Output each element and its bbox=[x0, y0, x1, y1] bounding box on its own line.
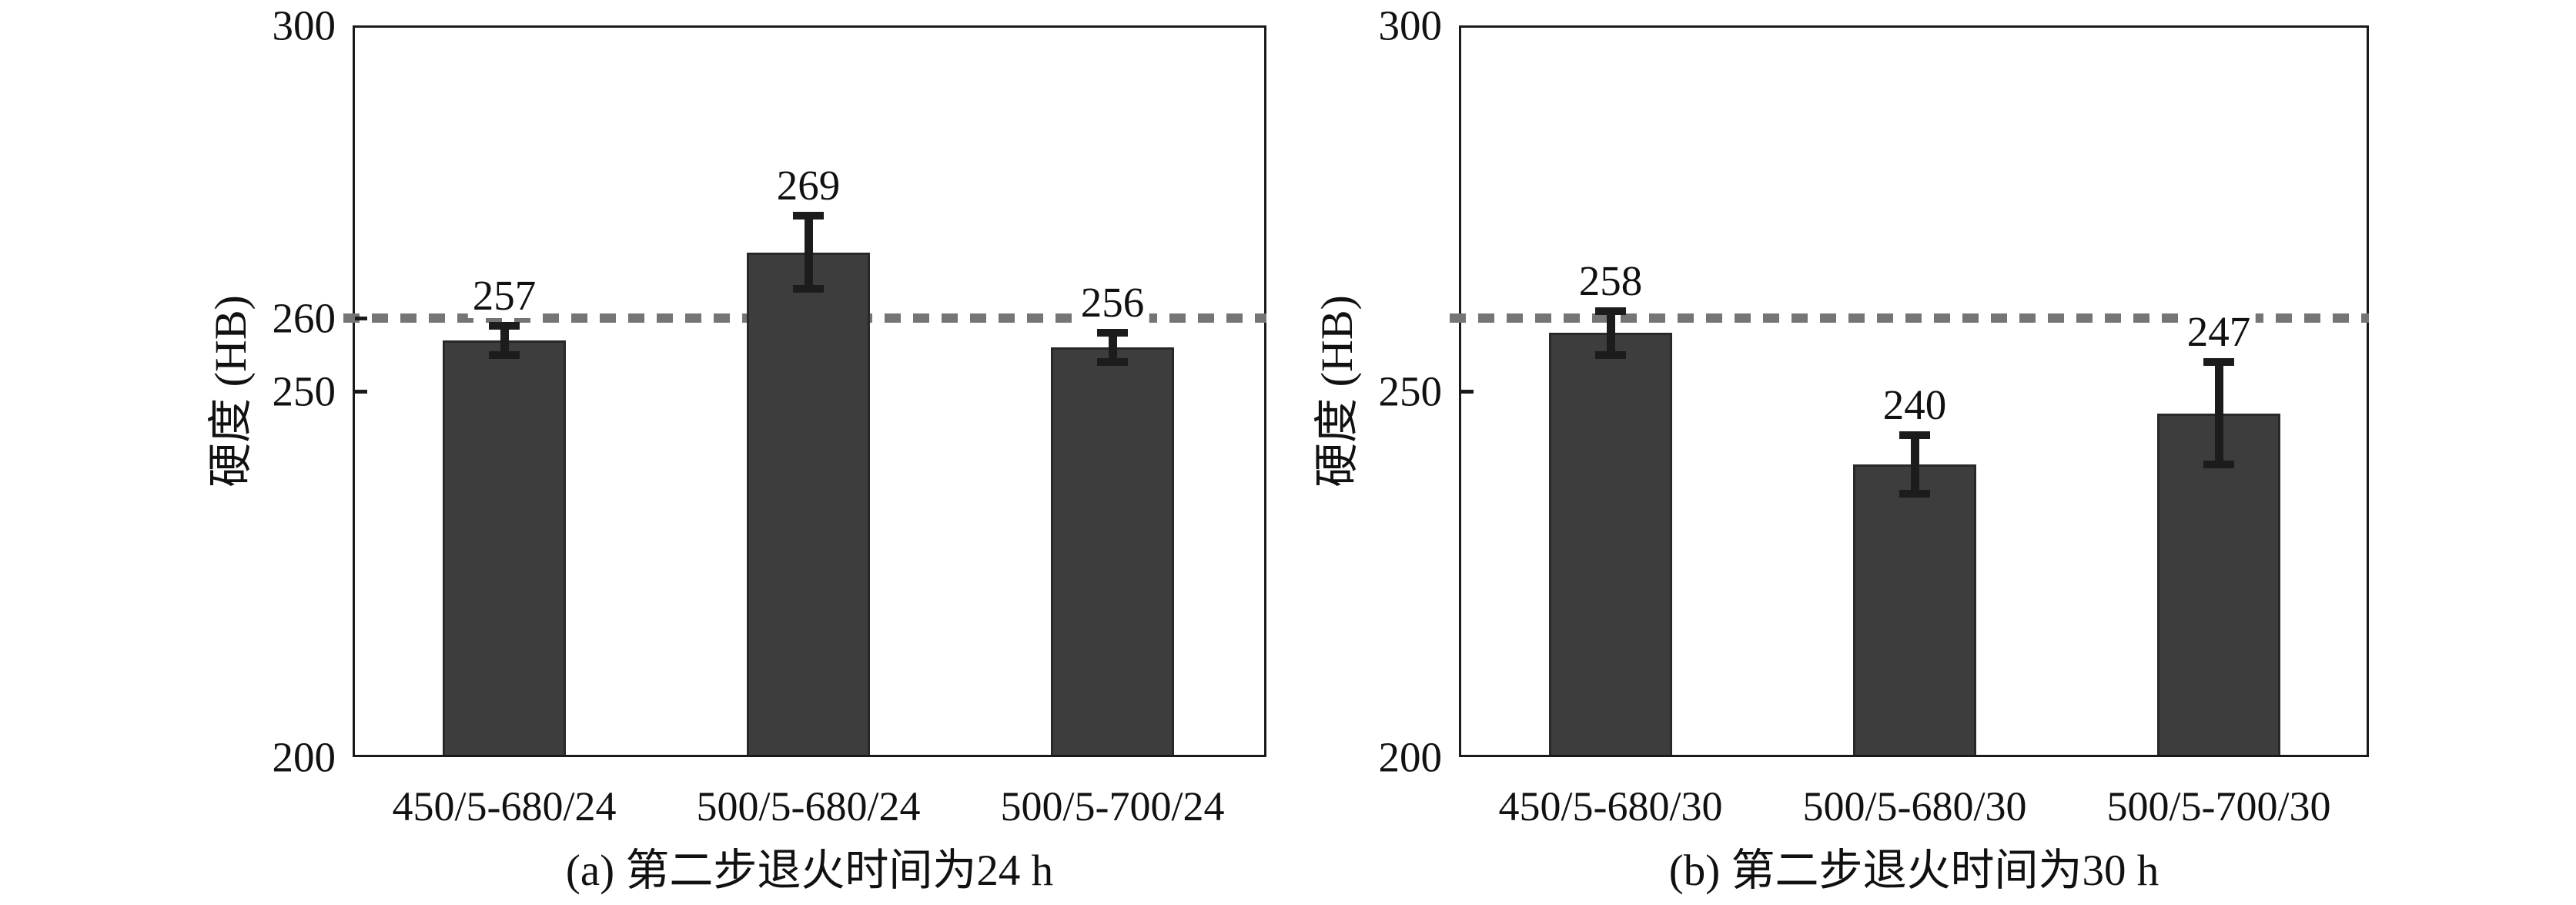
bar-500/5-680/24 bbox=[747, 252, 870, 755]
error-bar-cap-top bbox=[1097, 329, 1128, 337]
y-tick-label-300: 300 bbox=[1378, 2, 1443, 49]
error-bar-cap-bottom bbox=[1097, 358, 1128, 366]
x-tick-label: 500/5-700/24 bbox=[1000, 783, 1225, 830]
bar-value-label: 240 bbox=[1878, 383, 1952, 427]
panel-caption: (a) 第二步退火时间为24 h bbox=[565, 846, 1054, 895]
x-tick-label: 500/5-680/24 bbox=[696, 783, 921, 830]
error-bar-line bbox=[2215, 362, 2223, 464]
bar-500/5-700/24 bbox=[1051, 347, 1174, 755]
bar-value-label: 269 bbox=[771, 163, 845, 208]
error-bar-cap-top bbox=[793, 212, 824, 220]
error-bar-cap-top bbox=[1595, 307, 1626, 315]
bar-value-label: 257 bbox=[467, 273, 541, 318]
bar-value-label: 258 bbox=[1574, 258, 1648, 303]
panel-caption: (b) 第二步退火时间为30 h bbox=[1668, 846, 2159, 895]
y-tick-mark-250 bbox=[355, 390, 367, 394]
x-tick-label: 450/5-680/24 bbox=[392, 783, 617, 830]
y-axis-title: 硬度 (HB) bbox=[206, 295, 256, 488]
error-bar-line bbox=[1109, 333, 1117, 362]
bar-500/5-700/30 bbox=[2157, 413, 2280, 755]
error-bar-cap-top bbox=[2203, 358, 2234, 366]
plot-frame-b bbox=[1459, 25, 2369, 757]
bar-450/5-680/30 bbox=[1549, 333, 1672, 755]
y-tick-label-200: 200 bbox=[1378, 733, 1443, 781]
reference-line bbox=[1450, 313, 2369, 323]
error-bar-cap-bottom bbox=[2203, 461, 2234, 468]
error-bar-line bbox=[805, 216, 813, 289]
x-tick-label: 500/5-680/30 bbox=[1802, 783, 2027, 830]
y-axis-title: 硬度 (HB) bbox=[1312, 295, 1362, 488]
y-tick-label-250: 250 bbox=[272, 367, 336, 415]
error-bar-cap-top bbox=[489, 321, 520, 330]
x-tick-label: 450/5-680/30 bbox=[1498, 783, 1723, 830]
error-bar-cap-bottom bbox=[1899, 490, 1930, 498]
y-tick-label-260: 260 bbox=[272, 294, 336, 342]
error-bar-cap-bottom bbox=[489, 350, 520, 359]
y-tick-label-300: 300 bbox=[272, 2, 336, 49]
bar-500/5-680/30 bbox=[1853, 464, 1976, 755]
error-bar-cap-bottom bbox=[793, 285, 824, 293]
error-bar-line bbox=[1607, 310, 1615, 355]
bar-value-label: 247 bbox=[2182, 310, 2256, 354]
error-bar-cap-bottom bbox=[1595, 350, 1626, 359]
bar-450/5-680/24 bbox=[443, 340, 566, 755]
x-tick-label: 500/5-700/30 bbox=[2106, 783, 2331, 830]
y-tick-mark-260 bbox=[355, 317, 367, 320]
error-bar-line bbox=[500, 325, 509, 355]
bar-value-label: 256 bbox=[1076, 280, 1149, 325]
error-bar-cap-top bbox=[1899, 431, 1930, 439]
y-tick-label-250: 250 bbox=[1378, 367, 1443, 415]
y-tick-mark-250 bbox=[1461, 390, 1474, 394]
error-bar-line bbox=[1911, 435, 1919, 494]
y-tick-label-200: 200 bbox=[272, 733, 336, 781]
plot-frame-a bbox=[353, 25, 1266, 757]
